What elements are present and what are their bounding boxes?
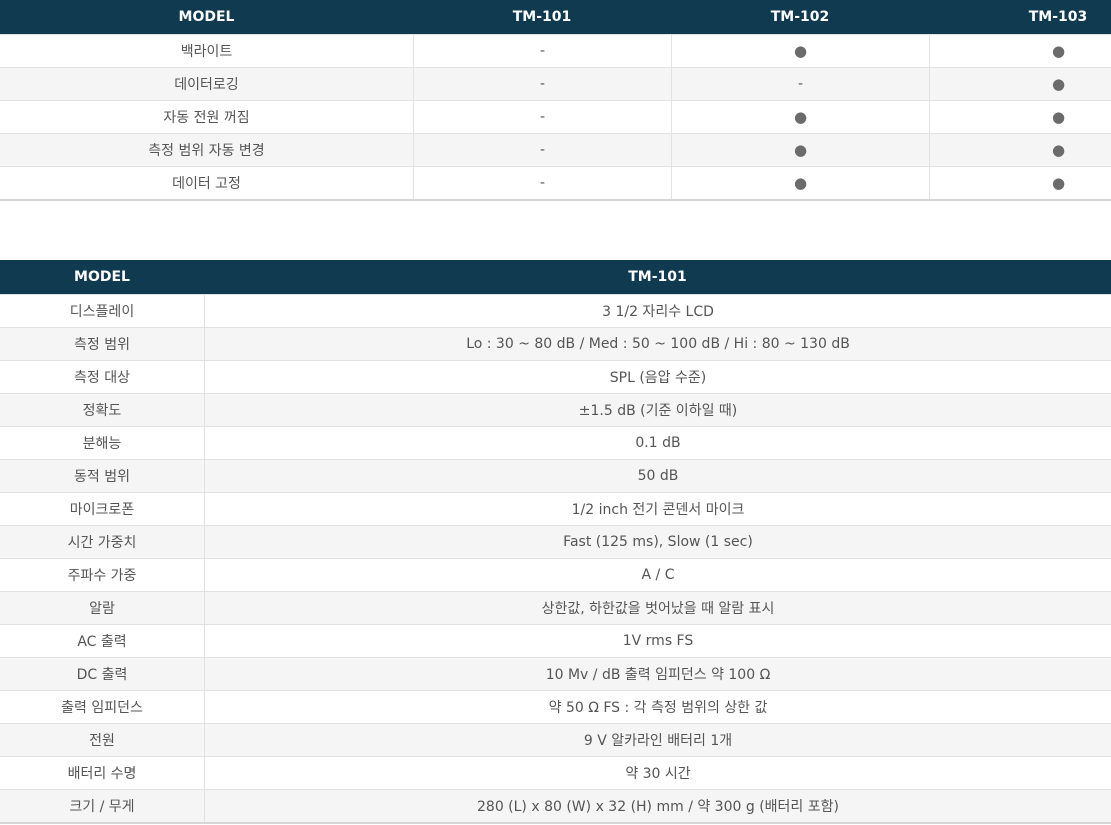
label-cell: 데이터로깅: [174, 77, 239, 93]
value-cell: -: [413, 68, 671, 100]
header-cell: MODEL: [74, 269, 130, 285]
value-cell: 상한값, 하한값을 벗어났을 때 알람 표시: [204, 592, 1111, 624]
value-cell: ●: [929, 68, 1111, 100]
value-cell: ●: [671, 101, 929, 133]
value-cell: -: [413, 35, 671, 67]
value-cell: ●: [671, 35, 929, 67]
value-cell: -: [413, 101, 671, 133]
feature-table: MODEL TM-101 TM-102 TM-103 백라이트 - ● ● 데이터로깅 - - ● 자동…: [0, 0, 1111, 201]
value-cell: A / C: [204, 559, 1111, 591]
header-cell: TM-103: [1028, 9, 1088, 25]
value-cell: 10 Mv / dB 출력 임피던스 약 100 Ω: [204, 658, 1111, 690]
table-row: 측정 대상 SPL (음압 수준): [0, 360, 1111, 393]
table-row: 분해능 0.1 dB: [0, 426, 1111, 459]
table-row: 측정 범위 Lo : 30 ~ 80 dB / Med : 50 ~ 100 dB…: [0, 327, 1111, 360]
table-row: 정확도 ±1.5 dB (기준 이하일 때): [0, 393, 1111, 426]
table-row: 크기 / 무게 280 (L) x 80 (W) x 32 (H) mm / 약 …: [0, 789, 1111, 822]
table-row: 출력 임피던스 약 50 Ω FS : 각 측정 범위의 상한 값: [0, 690, 1111, 723]
value-cell: Fast (125 ms), Slow (1 sec): [204, 526, 1111, 558]
value-cell: SPL (음압 수준): [204, 361, 1111, 393]
header-cell: TM-102: [770, 9, 830, 25]
label-cell: 동적 범위: [74, 469, 130, 485]
label-cell: 백라이트: [180, 44, 233, 60]
label-cell: 측정 범위: [74, 337, 130, 353]
header-cell: TM-101: [512, 9, 572, 25]
label-cell: 디스플레이: [69, 304, 135, 320]
label-cell: 크기 / 무게: [69, 799, 135, 815]
value-cell: -: [671, 68, 929, 100]
label-cell: 자동 전원 꺼짐: [163, 110, 250, 126]
header-cell: TM-101: [628, 269, 687, 285]
value-cell: 3 1/2 자리수 LCD: [204, 295, 1111, 327]
value-cell: ±1.5 dB (기준 이하일 때): [204, 394, 1111, 426]
value-cell: -: [413, 134, 671, 166]
label-cell: 정확도: [82, 403, 122, 419]
label-cell: DC 출력: [76, 667, 128, 683]
label-cell: 마이크로폰: [69, 502, 135, 518]
table-row: 자동 전원 꺼짐 - ● ●: [0, 100, 1111, 133]
table-row: 데이터로깅 - - ●: [0, 67, 1111, 100]
table-row: AC 출력 1V rms FS: [0, 624, 1111, 657]
value-cell: 1/2 inch 전기 콘덴서 마이크: [204, 493, 1111, 525]
label-cell: 시간 가중치: [67, 535, 137, 551]
label-cell: 배터리 수명: [67, 766, 137, 782]
value-cell: Lo : 30 ~ 80 dB / Med : 50 ~ 100 dB / Hi…: [204, 328, 1111, 360]
label-cell: 알람: [89, 601, 115, 617]
table-row: 배터리 수명 약 30 시간: [0, 756, 1111, 789]
table-row: 전원 9 V 알카라인 배터리 1개: [0, 723, 1111, 756]
table-row: 시간 가중치 Fast (125 ms), Slow (1 sec): [0, 525, 1111, 558]
label-cell: 전원: [89, 733, 115, 749]
table-row: 마이크로폰 1/2 inch 전기 콘덴서 마이크: [0, 492, 1111, 525]
table-row: 디스플레이 3 1/2 자리수 LCD: [0, 294, 1111, 327]
label-cell: AC 출력: [77, 634, 127, 650]
table-row: 백라이트 - ● ●: [0, 34, 1111, 67]
header-row: MODEL TM-101: [0, 260, 1111, 294]
label-cell: 데이터 고정: [172, 176, 241, 192]
value-cell: 50 dB: [204, 460, 1111, 492]
value-cell: ●: [929, 35, 1111, 67]
header-cell: MODEL: [178, 9, 235, 25]
value-cell: 약 30 시간: [204, 757, 1111, 789]
table-row: 데이터 고정 - ● ●: [0, 166, 1111, 199]
value-cell: 1V rms FS: [204, 625, 1111, 657]
value-cell: ●: [671, 134, 929, 166]
label-cell: 출력 임피던스: [61, 700, 143, 716]
value-cell: 280 (L) x 80 (W) x 32 (H) mm / 약 300 g (…: [204, 790, 1111, 822]
table-row: 측정 범위 자동 변경 - ● ●: [0, 133, 1111, 166]
label-cell: 주파수 가중: [67, 568, 137, 584]
value-cell: ●: [929, 167, 1111, 199]
value-cell: 9 V 알카라인 배터리 1개: [204, 724, 1111, 756]
table-row: DC 출력 10 Mv / dB 출력 임피던스 약 100 Ω: [0, 657, 1111, 690]
table-row: 주파수 가중 A / C: [0, 558, 1111, 591]
table-row: 동적 범위 50 dB: [0, 459, 1111, 492]
table-row: 알람 상한값, 하한값을 벗어났을 때 알람 표시: [0, 591, 1111, 624]
label-cell: 분해능: [82, 436, 122, 452]
value-cell: 0.1 dB: [204, 427, 1111, 459]
value-cell: ●: [671, 167, 929, 199]
label-cell: 측정 대상: [74, 370, 130, 386]
value-cell: -: [413, 167, 671, 199]
value-cell: ●: [929, 101, 1111, 133]
spec-table: MODEL TM-101 디스플레이 3 1/2 자리수 LCD 측정 범위 Lo : 3…: [0, 260, 1111, 824]
label-cell: 측정 범위 자동 변경: [148, 143, 265, 159]
value-cell: ●: [929, 134, 1111, 166]
header-row: MODEL TM-101 TM-102 TM-103: [0, 0, 1111, 34]
value-cell: 약 50 Ω FS : 각 측정 범위의 상한 값: [204, 691, 1111, 723]
